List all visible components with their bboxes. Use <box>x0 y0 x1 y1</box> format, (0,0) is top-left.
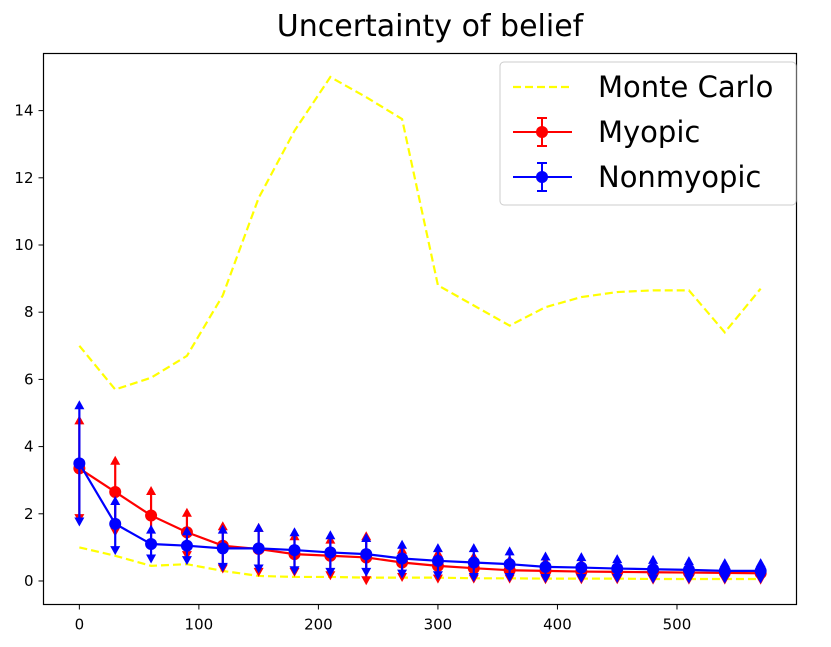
nonmyopic-cap-high-1 <box>110 496 121 506</box>
nonmyopic-point-2 <box>145 538 158 551</box>
nonmyopic-cap-high-12 <box>504 546 515 556</box>
nonmyopic-point-16 <box>647 563 660 576</box>
myopic-cap-high-3 <box>181 507 192 517</box>
plot-layer <box>73 75 767 586</box>
nonmyopic-cap-high-14 <box>576 552 587 562</box>
legend: Monte Carlo Myopic Nonmyopic <box>499 61 797 206</box>
nonmyopic-cap-high-6 <box>289 527 300 537</box>
monte-carlo-line-lower <box>79 546 761 581</box>
nonmyopic-cap-low-2 <box>146 554 157 564</box>
nonmyopic-cap-high-5 <box>253 522 264 532</box>
y-tick-label-3: 6 <box>24 370 34 388</box>
nonmyopic-point-0 <box>73 457 86 470</box>
nonmyopic-point-15 <box>611 562 624 575</box>
nonmyopic-cap-low-3 <box>181 556 192 566</box>
chart-title: Uncertainty of belief <box>277 9 585 44</box>
nonmyopic-cap-low-1 <box>110 546 121 556</box>
legend-label-myopic: Myopic <box>598 115 700 149</box>
myopic-line <box>78 467 761 575</box>
legend-label-nonmyopic: Nonmyopic <box>598 160 761 194</box>
nonmyopic-cap-low-12 <box>504 572 515 582</box>
nonmyopic-cap-low-19 <box>755 574 766 584</box>
nonmyopic-cap-high-3 <box>181 526 192 536</box>
nonmyopic-cap-high-0 <box>74 400 85 410</box>
nonmyopic-cap-high-13 <box>540 551 551 561</box>
nonmyopic-cap-high-17 <box>683 556 694 566</box>
axis-ticks: 0 100 200 300 400 500 0 2 4 6 8 10 12 14 <box>14 102 691 634</box>
nonmyopic-cap-low-4 <box>217 562 228 572</box>
nonmyopic-cap-high-11 <box>468 543 479 553</box>
legend-swatch-nonmyopic <box>513 162 572 192</box>
nonmyopic-point-13 <box>539 560 552 573</box>
nonmyopic-point-6 <box>288 544 301 557</box>
nonmyopic-cap-low-5 <box>253 564 264 574</box>
x-tick-label-3: 300 <box>424 616 453 634</box>
myopic-cap-high-1 <box>110 455 121 465</box>
x-tick-label-5: 500 <box>663 616 692 634</box>
myopic-cap-high-2 <box>146 485 157 495</box>
nonmyopic-cap-high-19 <box>755 558 766 568</box>
legend-box <box>499 61 797 206</box>
nonmyopic-cap-high-10 <box>432 543 443 553</box>
nonmyopic-point-19 <box>754 564 767 577</box>
nonmyopic-cap-high-18 <box>719 558 730 568</box>
y-tick-label-1: 2 <box>24 505 34 523</box>
nonmyopic-cap-low-9 <box>397 569 408 579</box>
nonmyopic-cap-low-11 <box>468 572 479 582</box>
nonmyopic-cap-low-7 <box>325 567 336 577</box>
nonmyopic-cap-low-0 <box>74 517 85 527</box>
nonmyopic-point-12 <box>503 558 516 571</box>
x-tick-label-1: 100 <box>185 616 214 634</box>
nonmyopic-series <box>73 400 767 584</box>
myopic-cap-low-8 <box>361 576 372 586</box>
nonmyopic-point-18 <box>718 564 731 577</box>
nonmyopic-cap-low-14 <box>576 573 587 583</box>
nonmyopic-point-10 <box>431 554 444 567</box>
legend-label-monte-carlo: Monte Carlo <box>598 70 773 104</box>
nonmyopic-point-9 <box>396 552 409 565</box>
y-tick-label-7: 14 <box>14 102 33 120</box>
nonmyopic-cap-high-4 <box>217 524 228 534</box>
y-tick-label-6: 12 <box>14 169 33 187</box>
nonmyopic-cap-low-13 <box>540 573 551 583</box>
nonmyopic-cap-low-18 <box>719 574 730 584</box>
nonmyopic-cap-high-16 <box>648 554 659 564</box>
x-tick-label-4: 400 <box>543 616 572 634</box>
nonmyopic-line <box>78 462 761 573</box>
legend-swatch-myopic <box>513 117 572 147</box>
nonmyopic-cap-high-7 <box>325 530 336 540</box>
nonmyopic-cap-high-8 <box>361 532 372 542</box>
x-tick-label-2: 200 <box>304 616 333 634</box>
nonmyopic-cap-high-2 <box>146 524 157 534</box>
nonmyopic-cap-low-17 <box>683 574 694 584</box>
nonmyopic-point-7 <box>324 546 337 559</box>
x-tick-label-0: 0 <box>75 616 85 634</box>
nonmyopic-point-3 <box>180 539 193 552</box>
nonmyopic-cap-high-9 <box>397 539 408 549</box>
y-tick-label-5: 10 <box>14 236 33 254</box>
plot-frame <box>42 52 798 606</box>
nonmyopic-point-5 <box>252 542 265 555</box>
nonmyopic-point-1 <box>109 517 122 530</box>
nonmyopic-point-4 <box>216 542 229 555</box>
nonmyopic-point-17 <box>682 563 695 576</box>
nonmyopic-point-14 <box>575 561 588 574</box>
nonmyopic-cap-low-10 <box>432 571 443 581</box>
y-tick-label-0: 0 <box>24 572 34 590</box>
myopic-point-2 <box>145 509 158 522</box>
nonmyopic-point-11 <box>467 556 480 569</box>
nonmyopic-cap-high-15 <box>612 554 623 564</box>
nonmyopic-point-8 <box>360 548 373 561</box>
nonmyopic-cap-low-16 <box>648 574 659 584</box>
y-tick-label-2: 4 <box>24 438 34 456</box>
y-tick-label-4: 8 <box>24 303 34 321</box>
monte-carlo-line-upper <box>78 75 762 391</box>
nonmyopic-cap-low-8 <box>361 567 372 577</box>
nonmyopic-cap-low-15 <box>612 573 623 583</box>
nonmyopic-cap-low-6 <box>289 566 300 576</box>
myopic-point-1 <box>109 485 122 498</box>
